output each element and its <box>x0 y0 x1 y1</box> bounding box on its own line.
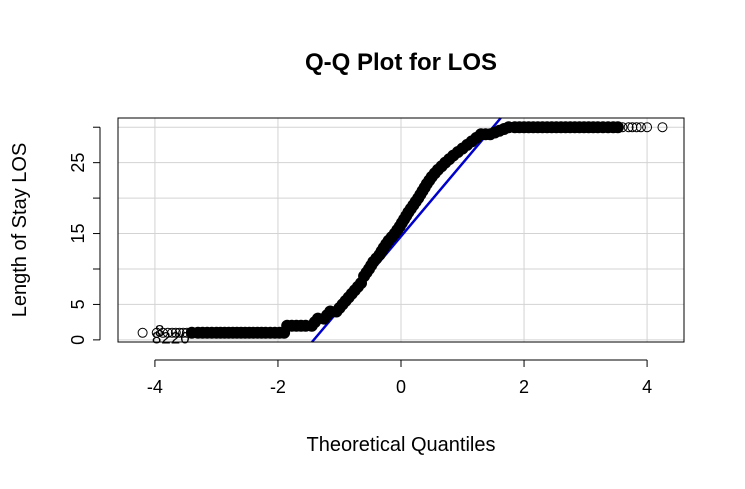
points <box>137 121 668 339</box>
point-annotation: 8220 <box>152 329 190 348</box>
data-point <box>174 327 185 338</box>
data-point <box>321 309 334 322</box>
data-point <box>443 153 456 166</box>
data-point <box>635 122 646 133</box>
data-point <box>642 122 653 133</box>
data-point <box>170 327 181 338</box>
data-point <box>351 280 364 293</box>
x-tick-label: 2 <box>519 377 529 397</box>
x-axis-label: Theoretical Quantiles <box>307 434 496 456</box>
data-point <box>137 327 148 338</box>
data-point <box>631 122 642 133</box>
data-point <box>498 122 511 135</box>
data-point <box>451 146 464 159</box>
data-point <box>151 327 162 338</box>
y-tick-label: 25 <box>68 153 88 173</box>
data-point <box>657 122 668 133</box>
data-point <box>308 316 321 329</box>
plot-frame <box>117 117 685 343</box>
x-tick-label: -4 <box>147 377 163 397</box>
x-tick-label: -2 <box>270 377 286 397</box>
y-axis-label: Length of Stay LOS <box>9 143 31 318</box>
y-axis: 0 5 15 25 <box>68 126 101 345</box>
x-axis: -4 -2 0 2 4 <box>147 359 652 397</box>
data-point <box>461 138 474 151</box>
point-annotation: 8 <box>155 322 164 341</box>
data-point <box>435 160 448 173</box>
data-point <box>273 326 286 339</box>
chart-title: Q-Q Plot for LOS <box>305 49 497 76</box>
data-point <box>295 319 308 332</box>
data-point <box>167 327 178 338</box>
y-tick-label: 5 <box>68 299 88 309</box>
x-tick-label: 4 <box>642 377 652 397</box>
data-point <box>162 327 173 338</box>
y-tick-label: 15 <box>68 224 88 244</box>
y-tick-label: 0 <box>68 335 88 345</box>
data-point <box>623 122 634 133</box>
data-point <box>611 121 624 134</box>
x-tick-label: 0 <box>396 377 406 397</box>
